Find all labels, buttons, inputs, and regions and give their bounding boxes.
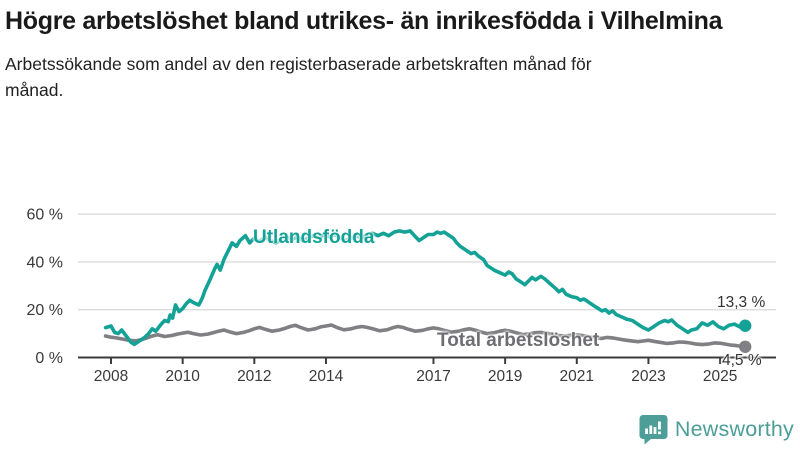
x-axis-label-2008: 2008 <box>94 368 128 385</box>
x-axis-label-2017: 2017 <box>416 368 450 385</box>
page-title: Högre arbetslöshet bland utrikes- än inr… <box>5 7 723 35</box>
series-label-total-arbetsloshet: Total arbetslöshet <box>437 330 600 351</box>
y-axis-label-20: 20 % <box>27 302 63 319</box>
y-axis-label-40: 40 % <box>27 254 63 271</box>
series-label-utlandsfodda: Utlandsfödda <box>253 227 375 248</box>
chart-subtitle: Arbetssökande som andel av den registerb… <box>5 53 592 100</box>
y-axis-label-0: 0 % <box>35 350 63 367</box>
newsworthy-logo-text: Newsworthy <box>674 417 794 441</box>
newsworthy-icon <box>639 415 668 445</box>
end-value-label-utlandsfodda: 13,3 % <box>717 294 766 311</box>
newsworthy-logo[interactable]: Newsworthy <box>639 414 794 445</box>
end-value-label-total: 4,5 % <box>722 352 762 369</box>
line-series-utlandsfödda <box>103 229 748 347</box>
end-dot-utlandsfödda <box>739 319 752 332</box>
x-axis-label-2025: 2025 <box>703 368 737 385</box>
x-axis-label-2021: 2021 <box>560 368 594 385</box>
x-axis-label-2023: 2023 <box>631 368 665 385</box>
x-axis-label-2014: 2014 <box>309 368 344 385</box>
x-axis-label-2019: 2019 <box>488 368 522 385</box>
line-series-total-arbetslöshet <box>103 323 748 349</box>
x-axis-label-2012: 2012 <box>237 368 271 385</box>
x-axis-label-2010: 2010 <box>165 368 200 385</box>
y-axis-label-60: 60 % <box>27 207 63 224</box>
